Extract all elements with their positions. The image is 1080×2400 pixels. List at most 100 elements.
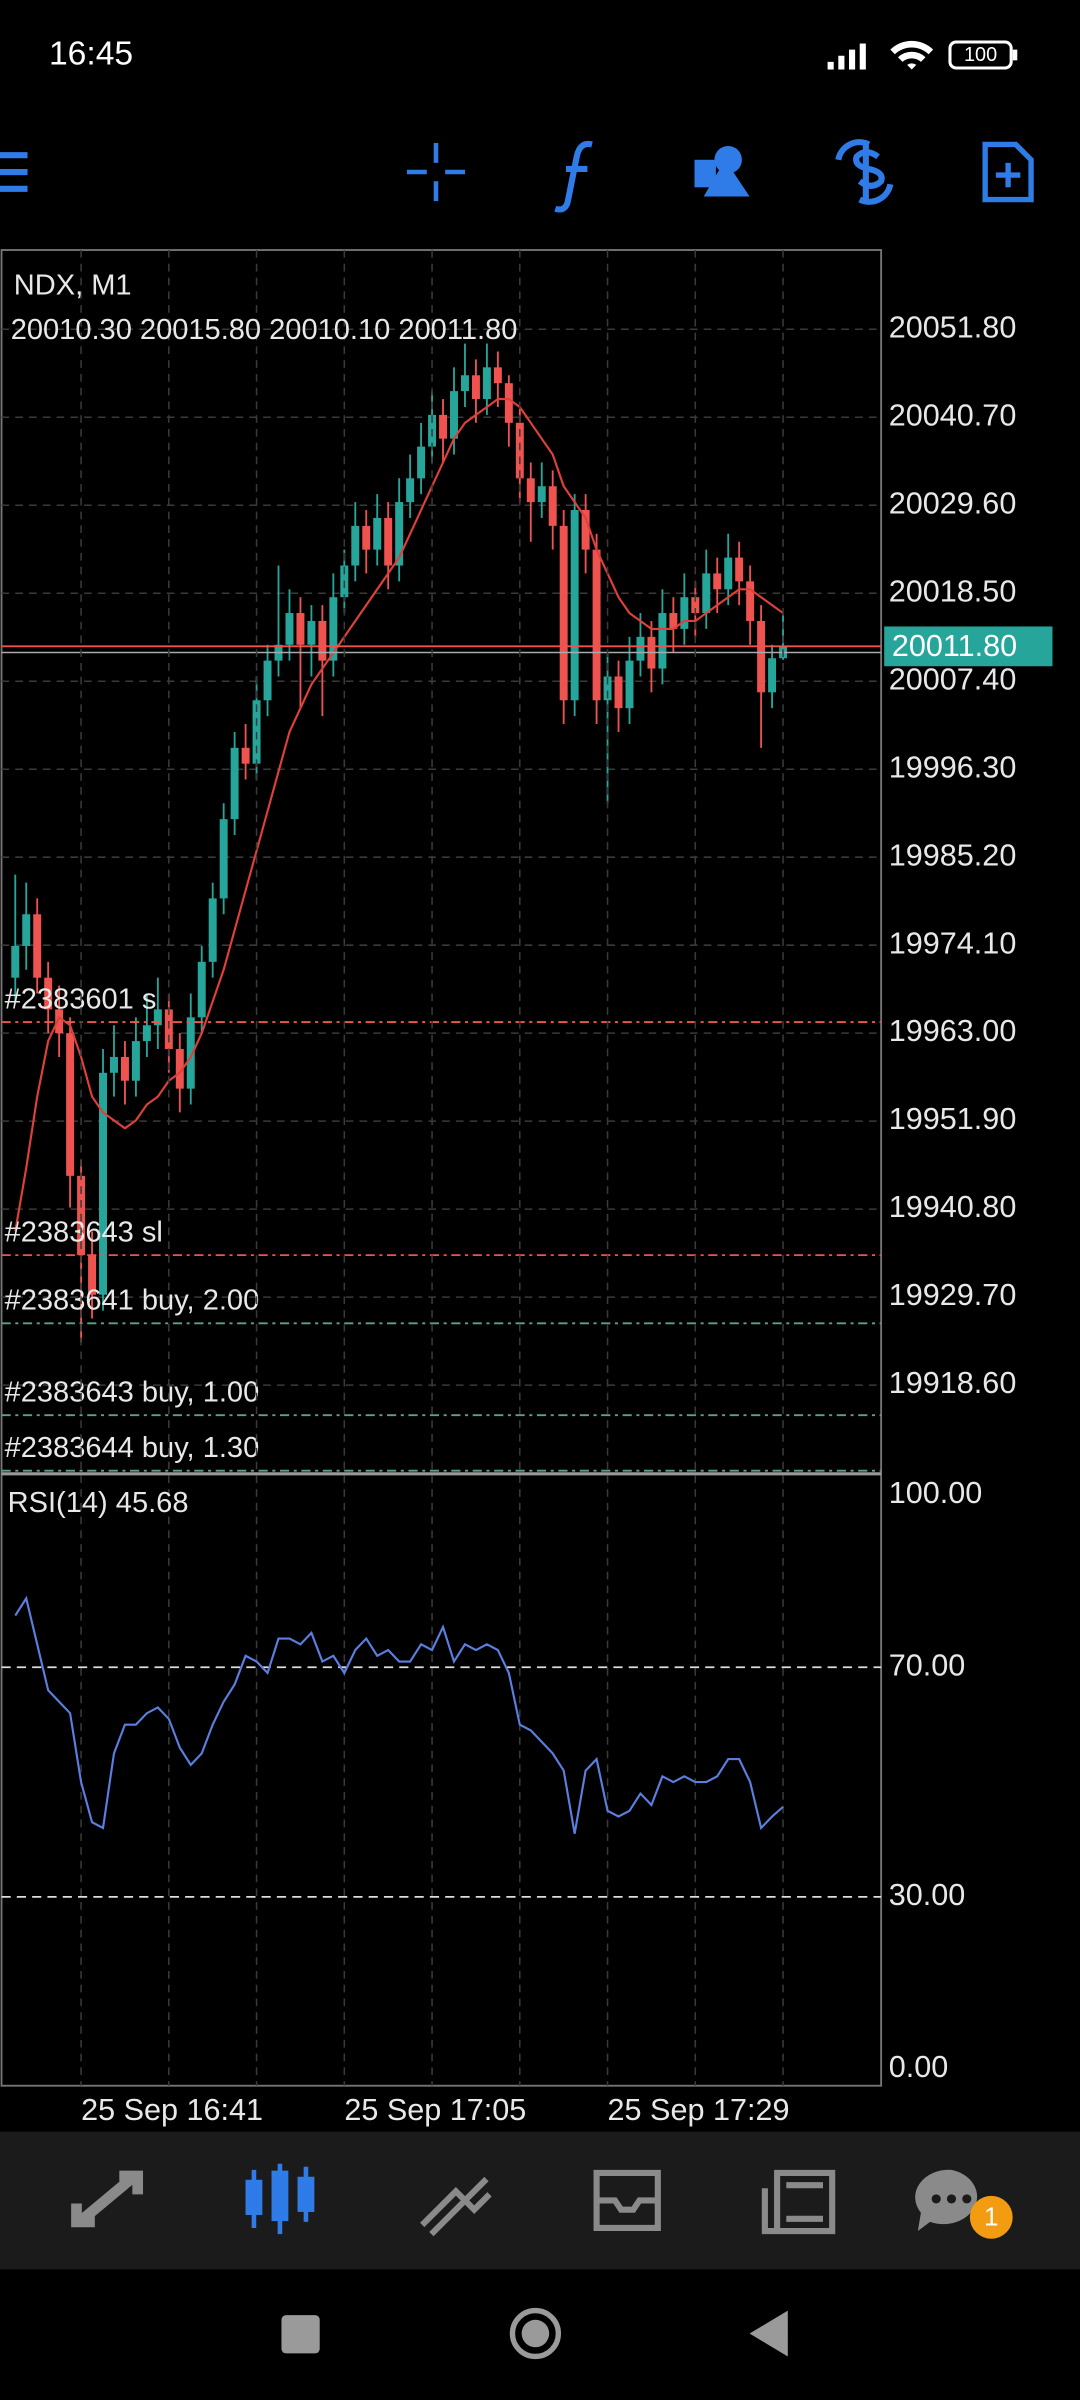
candle-body — [406, 478, 415, 503]
candle-body — [22, 914, 31, 946]
news-tab[interactable] — [761, 2169, 836, 2235]
candle-body — [153, 1009, 162, 1026]
candle-body — [351, 525, 360, 566]
candle-body — [548, 486, 557, 526]
trade-tab[interactable] — [420, 2176, 492, 2237]
bottom-nav — [0, 2131, 1080, 2270]
candle-body — [33, 914, 42, 978]
badge-count: 1 — [984, 2202, 998, 2232]
candle-body — [691, 597, 700, 614]
candle-body — [757, 620, 766, 693]
y-tick-label: 19985.20 — [889, 838, 1017, 872]
chart-frame — [0, 249, 883, 2087]
rsi-title: RSI(14) 45.68 — [8, 1487, 189, 1519]
candle-body — [373, 517, 382, 550]
candle-body — [713, 573, 722, 590]
bottom-nav-icons — [71, 2163, 978, 2237]
home-button[interactable] — [509, 2307, 562, 2360]
candle-body — [460, 375, 469, 392]
status-icons — [827, 40, 1018, 70]
candle-body — [559, 525, 568, 701]
clock: 16:45 — [49, 36, 133, 73]
badge — [969, 2195, 1013, 2239]
y-tick-label: 0.00 — [889, 2050, 949, 2084]
candle-body — [636, 636, 645, 661]
order-label: #2383643 sl — [5, 1216, 163, 1248]
candle-body — [66, 1033, 75, 1176]
y-tick-label: 20040.70 — [889, 398, 1017, 432]
candle-body — [658, 613, 667, 669]
rsi-line — [14, 1595, 784, 1834]
y-tick-label: 19940.80 — [889, 1190, 1017, 1224]
candle-body — [11, 945, 20, 978]
candle-body — [186, 1017, 195, 1089]
plot: 20051.80 20040.70 20029.60 20018.50 20007.40… — [1, 250, 1053, 2127]
current-price-label: 20011.80 — [892, 629, 1017, 663]
candle-body — [395, 502, 404, 566]
candle-body — [768, 658, 777, 693]
candle-body — [504, 383, 513, 423]
candle-body — [439, 414, 448, 439]
candle-body — [702, 573, 711, 614]
candle-body — [219, 819, 228, 899]
candle-body — [384, 517, 393, 566]
candle-body — [285, 613, 294, 645]
y-tick-label: 19929.70 — [889, 1278, 1017, 1312]
candle-body — [746, 581, 755, 621]
chart-tab[interactable] — [245, 2163, 315, 2235]
current-price-box — [884, 626, 1053, 667]
back-button[interactable] — [749, 2310, 788, 2357]
crosshair-button[interactable] — [406, 142, 466, 202]
menu-button[interactable] — [0, 152, 28, 192]
y-tick-label: 20007.40 — [889, 662, 1017, 696]
candle-body — [570, 510, 579, 701]
candle-body — [362, 525, 371, 550]
trade-button[interactable] — [835, 139, 894, 205]
indicators-button[interactable] — [554, 140, 593, 213]
candle-body — [482, 367, 491, 400]
candle-body — [120, 1056, 129, 1081]
candle-body — [417, 446, 426, 479]
candle-body — [450, 391, 458, 439]
candle-body — [669, 613, 678, 629]
y-tick-label: 19918.60 — [889, 1366, 1017, 1400]
y-tick-label: 20029.60 — [889, 486, 1017, 520]
quotes-tab[interactable] — [71, 2170, 144, 2228]
candle-body — [537, 486, 546, 503]
candle-body — [197, 961, 206, 1018]
candle-body — [515, 422, 524, 479]
candle-body — [307, 620, 316, 645]
candle-body — [88, 1255, 97, 1295]
candle-body — [99, 1072, 107, 1295]
toolbar — [0, 139, 1034, 213]
candle-body — [471, 375, 480, 400]
x-tick-label: 25 Sep 16:41 — [81, 2093, 263, 2127]
candle-body — [625, 660, 634, 709]
candle-body — [131, 1041, 140, 1081]
candle-body — [241, 747, 250, 764]
history-tab[interactable] — [593, 2169, 661, 2232]
candle-body — [592, 549, 601, 701]
chat-tab[interactable] — [915, 2169, 978, 2232]
new-order-button[interactable] — [982, 141, 1034, 203]
y-tick-label: 100.00 — [889, 1476, 983, 1510]
objects-button[interactable] — [694, 146, 750, 197]
candle-body — [230, 747, 239, 820]
candle-body — [581, 510, 590, 550]
battery-level: 100 — [964, 44, 997, 66]
candle-body — [614, 676, 623, 709]
candle-body — [735, 557, 744, 582]
order-label: #2383643 buy, 1.00 — [5, 1376, 260, 1408]
candle-body — [680, 597, 689, 629]
candle-body — [142, 1025, 151, 1042]
candle-body — [493, 367, 502, 384]
order-label: #2383641 buy, 2.00 — [5, 1285, 260, 1317]
candle-body — [263, 660, 272, 701]
y-tick-label: 19974.10 — [889, 926, 1017, 960]
candle-body — [164, 1009, 173, 1050]
recents-button[interactable] — [281, 2315, 320, 2354]
chart-title: NDX, M1 — [14, 269, 132, 301]
x-tick-label: 25 Sep 17:05 — [344, 2093, 526, 2127]
